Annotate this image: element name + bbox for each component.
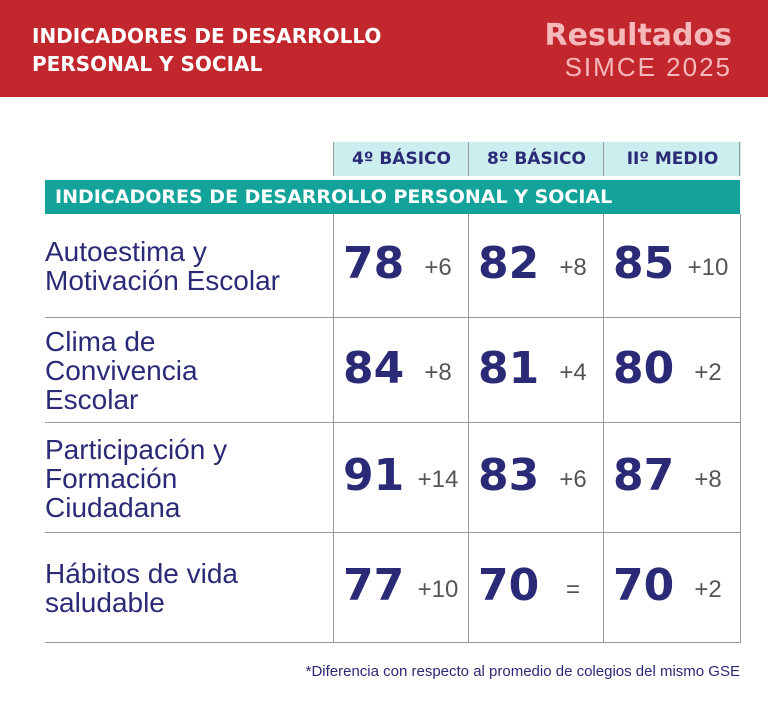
subtitle: SIMCE 2025	[564, 52, 732, 82]
column-header: IIº MEDIO	[603, 142, 741, 176]
column-border	[333, 214, 334, 643]
score: 82	[478, 238, 540, 289]
score: 85	[613, 238, 675, 289]
column-border	[603, 214, 604, 643]
row-label-line: Convivencia	[45, 355, 198, 386]
row-label: Participación y Formación Ciudadana	[45, 423, 333, 533]
row-label-line: Motivación Escolar	[45, 265, 280, 296]
score: 87	[613, 450, 675, 501]
score: 81	[478, 342, 540, 394]
score: 83	[478, 450, 540, 501]
column-header: 4º BÁSICO	[333, 142, 469, 176]
row-label: Hábitos de vida saludable	[45, 533, 333, 643]
difference: =	[565, 576, 580, 603]
column-header: 8º BÁSICO	[468, 142, 604, 176]
score: 70	[613, 560, 675, 611]
column-border	[740, 214, 741, 643]
difference: +4	[559, 358, 587, 386]
score: 78	[343, 238, 405, 289]
brand: Resultados	[544, 18, 732, 53]
row-border	[45, 423, 740, 533]
header-title: PERSONAL Y SOCIAL	[32, 52, 263, 76]
score: 70	[478, 560, 540, 611]
row-label: Autoestima y Motivación Escolar	[45, 214, 333, 318]
score: 77	[343, 560, 405, 611]
difference: +14	[417, 466, 459, 493]
row-label-line: Hábitos de vida	[45, 558, 239, 589]
score: 84	[343, 342, 405, 394]
difference: +8	[424, 358, 452, 386]
header-title: INDICADORES DE DESARROLLO	[32, 24, 382, 48]
row-label: Clima de Convivencia Escolar	[45, 318, 333, 423]
row-label-line: Ciudadana	[45, 491, 181, 523]
row-border	[45, 533, 740, 643]
row-label-line: Formación	[45, 462, 178, 494]
row-border	[45, 214, 740, 318]
difference: +8	[694, 466, 722, 493]
footnote: *Diferencia con respecto al promedio de …	[305, 663, 740, 680]
section-header: INDICADORES DE DESARROLLO PERSONAL Y SOC…	[45, 180, 740, 214]
row-label-line: Autoestima y	[45, 236, 207, 267]
row-label-line: Escolar	[45, 384, 139, 415]
difference: +10	[417, 576, 459, 603]
score: 91	[343, 450, 405, 501]
difference: +6	[424, 254, 452, 281]
difference: +8	[559, 254, 587, 281]
difference: +10	[687, 254, 729, 281]
header-band	[0, 0, 768, 97]
column-border	[739, 142, 740, 176]
column-border	[468, 214, 469, 643]
row-border	[45, 318, 740, 423]
row-label-line: Clima de	[45, 326, 156, 357]
row-label-line: saludable	[45, 587, 165, 618]
difference: +2	[694, 576, 722, 603]
difference: +6	[559, 466, 587, 493]
difference: +2	[694, 358, 722, 386]
row-label-line: Participación y	[45, 433, 228, 465]
score: 80	[613, 342, 675, 394]
